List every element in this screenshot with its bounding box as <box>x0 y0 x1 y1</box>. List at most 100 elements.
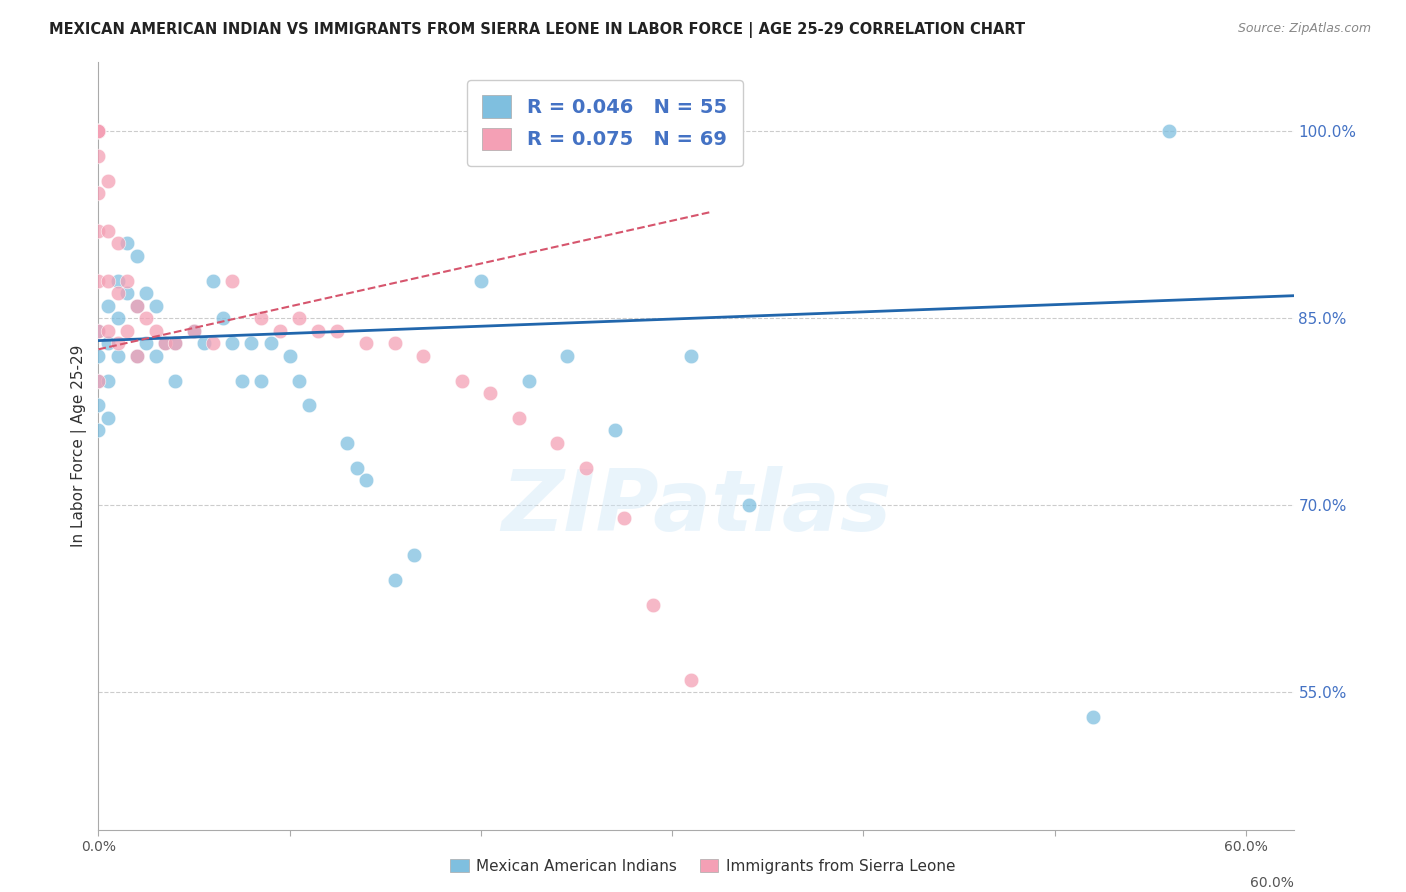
Point <box>125 349 148 363</box>
Point <box>183 324 205 338</box>
Point <box>97 336 120 351</box>
Point <box>107 236 129 251</box>
Point <box>202 336 225 351</box>
Point <box>269 324 291 338</box>
Point <box>87 124 110 138</box>
Point <box>221 274 243 288</box>
Point <box>517 374 540 388</box>
Point <box>87 349 110 363</box>
Point <box>87 424 110 438</box>
Point <box>240 336 263 351</box>
Point <box>97 324 120 338</box>
Point <box>107 336 129 351</box>
Point <box>135 286 157 301</box>
Text: 60.0%: 60.0% <box>1250 876 1294 889</box>
Point <box>470 274 492 288</box>
Point <box>202 274 225 288</box>
Point <box>641 598 664 612</box>
Point <box>479 386 502 401</box>
Point <box>107 274 129 288</box>
Point <box>107 311 129 326</box>
Point <box>231 374 253 388</box>
Point <box>115 236 138 251</box>
Point <box>115 286 138 301</box>
Point <box>193 336 215 351</box>
Point <box>163 336 186 351</box>
Point <box>402 548 425 562</box>
Legend: Mexican American Indians, Immigrants from Sierra Leone: Mexican American Indians, Immigrants fro… <box>444 853 962 880</box>
Y-axis label: In Labor Force | Age 25-29: In Labor Force | Age 25-29 <box>72 345 87 547</box>
Point <box>307 324 329 338</box>
Point <box>125 299 148 313</box>
Point <box>87 186 110 201</box>
Point <box>508 411 530 425</box>
Point <box>87 124 110 138</box>
Point <box>87 324 110 338</box>
Point <box>384 573 406 587</box>
Text: MEXICAN AMERICAN INDIAN VS IMMIGRANTS FROM SIERRA LEONE IN LABOR FORCE | AGE 25-: MEXICAN AMERICAN INDIAN VS IMMIGRANTS FR… <box>49 22 1025 38</box>
Point <box>135 311 157 326</box>
Point <box>87 124 110 138</box>
Point <box>87 124 110 138</box>
Point <box>555 349 578 363</box>
Point <box>125 249 148 263</box>
Point <box>250 311 273 326</box>
Text: ZIPatlas: ZIPatlas <box>501 466 891 549</box>
Point <box>97 411 120 425</box>
Point <box>87 399 110 413</box>
Point <box>107 349 129 363</box>
Point <box>87 124 110 138</box>
Point <box>87 274 110 288</box>
Point <box>450 374 472 388</box>
Point <box>97 274 120 288</box>
Point <box>1159 124 1181 138</box>
Point <box>183 324 205 338</box>
Point <box>87 374 110 388</box>
Point <box>354 336 377 351</box>
Point <box>346 460 368 475</box>
Point <box>1081 710 1104 724</box>
Point <box>278 349 301 363</box>
Point <box>145 349 167 363</box>
Point <box>97 374 120 388</box>
Point <box>87 224 110 238</box>
Point <box>288 311 311 326</box>
Legend: R = 0.046   N = 55, R = 0.075   N = 69: R = 0.046 N = 55, R = 0.075 N = 69 <box>467 79 742 166</box>
Point <box>125 299 148 313</box>
Point <box>115 274 138 288</box>
Point <box>163 336 186 351</box>
Point <box>115 324 138 338</box>
Point <box>603 424 626 438</box>
Point <box>87 149 110 163</box>
Point <box>681 673 703 687</box>
Point <box>87 324 110 338</box>
Text: Source: ZipAtlas.com: Source: ZipAtlas.com <box>1237 22 1371 36</box>
Point <box>135 336 157 351</box>
Point <box>384 336 406 351</box>
Point <box>97 174 120 188</box>
Point <box>163 374 186 388</box>
Point <box>87 374 110 388</box>
Point <box>87 124 110 138</box>
Point <box>125 349 148 363</box>
Point <box>613 510 636 524</box>
Point <box>87 124 110 138</box>
Point <box>211 311 233 326</box>
Point <box>288 374 311 388</box>
Point <box>107 286 129 301</box>
Point <box>145 324 167 338</box>
Point <box>681 349 703 363</box>
Point <box>326 324 349 338</box>
Point <box>155 336 177 351</box>
Point <box>145 299 167 313</box>
Point <box>737 498 759 512</box>
Point <box>87 124 110 138</box>
Point <box>221 336 243 351</box>
Point <box>97 299 120 313</box>
Point <box>259 336 281 351</box>
Point <box>336 436 359 450</box>
Point <box>575 460 598 475</box>
Point <box>354 473 377 487</box>
Point <box>546 436 568 450</box>
Point <box>87 124 110 138</box>
